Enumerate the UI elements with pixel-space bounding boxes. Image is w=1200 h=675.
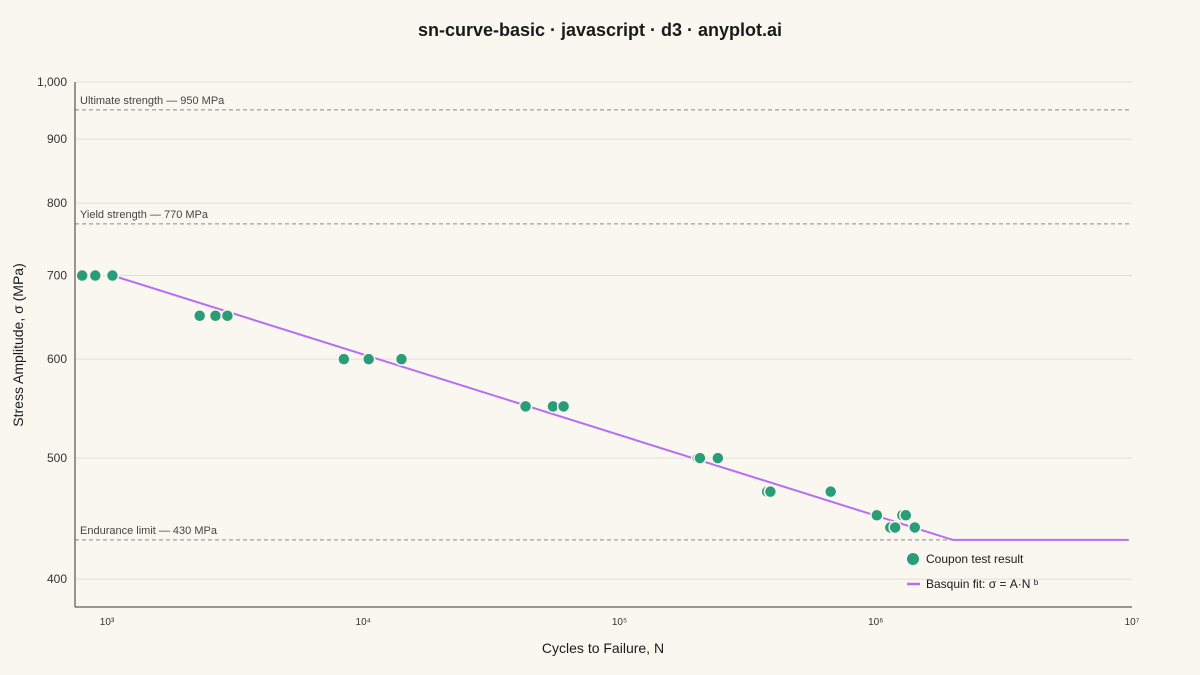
data-point [105,268,120,283]
data-point [763,484,778,499]
data-point [888,520,902,535]
legend-label-coupon: Coupon test result [926,552,1024,566]
legend: Coupon test result Basquin fit: σ = A·N ᵇ [907,552,1039,591]
data-point [518,399,533,414]
data-point [208,308,223,323]
axes: 400 500 600 700 800 900 1,000 10³ 10⁴ 10⁵ 10⁶ 10⁷ [37,75,1140,628]
legend-label-fit: Basquin fit: σ = A·N ᵇ [926,577,1039,591]
reference-lines: Ultimate strength — 950 MPa Yield strengt… [75,95,1132,541]
reference-line-label: Endurance limit — 430 MPa [80,525,218,537]
data-point [693,451,707,465]
data-points [75,268,922,535]
data-point [711,451,725,465]
data-point [361,352,376,366]
basquin-fit-line [112,274,1129,541]
y-axis-label: Stress Amplitude, σ (MPa) [10,263,26,426]
data-point [394,352,409,366]
x-tick-label: 10⁵ [612,617,627,628]
y-tick-label: 1,000 [37,75,67,89]
data-point [88,268,103,283]
data-point [220,308,235,323]
legend-marker-coupon [907,553,919,565]
data-point [870,508,884,523]
x-tick-label: 10³ [100,617,115,628]
x-tick-label: 10⁷ [1125,617,1140,628]
y-tick-label: 500 [47,451,67,465]
y-tick-label: 400 [47,572,67,586]
y-tick-label: 600 [47,352,67,366]
x-axis-label: Cycles to Failure, N [542,640,664,656]
reference-line-label: Ultimate strength — 950 MPa [80,95,225,107]
y-tick-label: 900 [47,132,67,146]
data-point [899,508,913,523]
data-point [556,399,571,414]
grid-layer [75,81,1132,580]
fit-line-layer [112,274,1129,541]
data-point [192,308,207,323]
y-tick-label: 700 [47,269,67,283]
data-point [337,352,351,366]
x-tick-label: 10⁶ [868,617,883,628]
chart-title: sn-curve-basic · javascript · d3 · anypl… [418,20,782,40]
data-point [823,484,838,499]
data-point [908,520,922,535]
reference-line-label: Yield strength — 770 MPa [80,209,209,221]
x-tick-label: 10⁴ [356,617,371,628]
y-tick-label: 800 [47,196,67,210]
data-point [75,268,89,283]
